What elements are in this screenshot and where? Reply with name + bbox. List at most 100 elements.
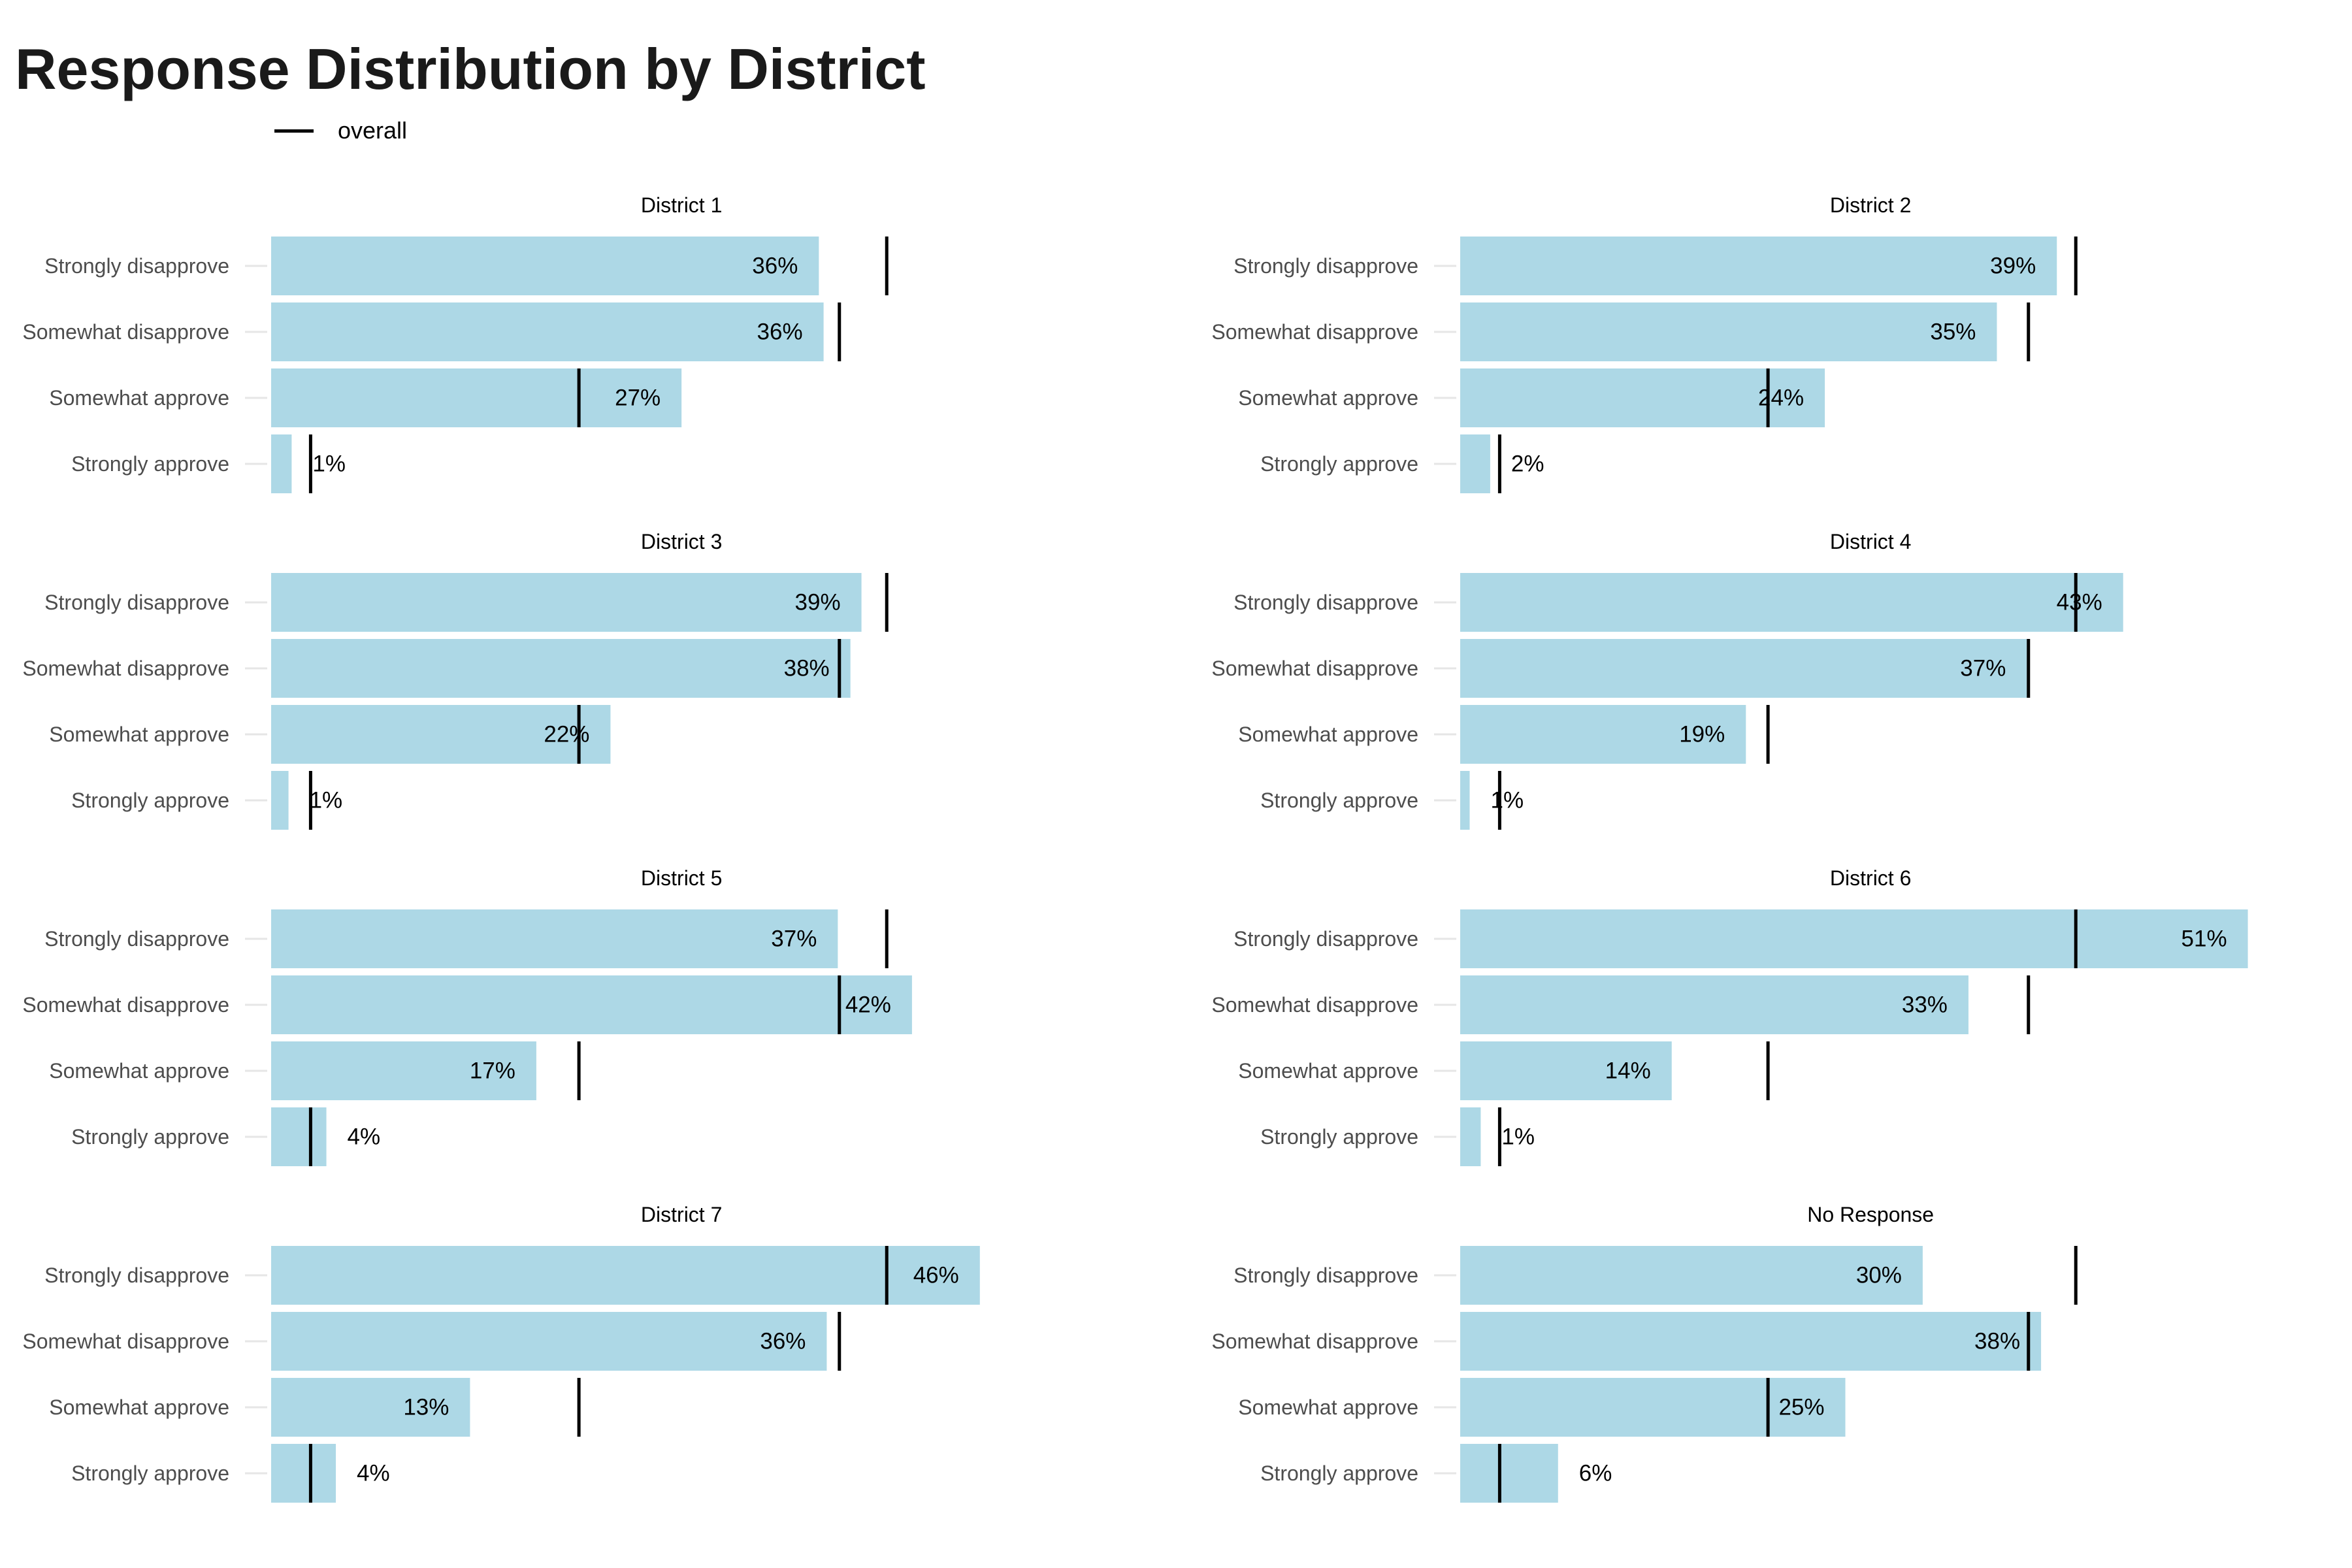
bar-strongly-disapprove <box>1460 237 2057 295</box>
value-label-strongly-disapprove: 36% <box>752 253 798 279</box>
legend: overall <box>274 112 407 149</box>
bar-strongly-disapprove <box>1460 573 2123 632</box>
category-label-somewhat-disapprove: Somewhat disapprove <box>1211 320 1418 344</box>
value-label-strongly-approve: 4% <box>357 1461 390 1486</box>
panel-no-response: No Response Strongly disapprove 30% Somewha… <box>1211 1203 2078 1503</box>
panel-district-6: District 6 Strongly disapprove 51% Somewhat… <box>1211 866 2248 1166</box>
category-label-strongly-approve: Strongly approve <box>71 1125 229 1149</box>
category-label-somewhat-approve: Somewhat approve <box>1238 723 1418 746</box>
bar-somewhat-disapprove <box>271 639 851 698</box>
bar-somewhat-disapprove <box>1460 639 2027 698</box>
bar-strongly-approve <box>1460 1444 1558 1503</box>
bar-strongly-approve <box>271 1444 336 1503</box>
bar-somewhat-disapprove <box>1460 975 1968 1034</box>
value-label-somewhat-disapprove: 33% <box>1902 992 1948 1018</box>
bar-strongly-disapprove <box>1460 1246 1923 1305</box>
value-label-somewhat-approve: 19% <box>1679 722 1725 747</box>
value-label-somewhat-disapprove: 35% <box>1930 319 1976 345</box>
category-label-somewhat-approve: Somewhat approve <box>1238 1396 1418 1419</box>
value-label-strongly-approve: 6% <box>1579 1461 1612 1486</box>
panel-title: District 3 <box>641 530 722 553</box>
bar-strongly-disapprove <box>271 573 862 632</box>
bar-strongly-disapprove <box>271 909 838 968</box>
value-label-strongly-disapprove: 39% <box>1990 253 2036 279</box>
category-label-strongly-approve: Strongly approve <box>1260 1125 1418 1149</box>
bar-somewhat-disapprove <box>271 1312 827 1371</box>
panel-district-2: District 2 Strongly disapprove 39% Somewhat… <box>1211 193 2078 493</box>
bar-strongly-approve <box>271 1107 327 1166</box>
bar-strongly-disapprove <box>271 237 819 295</box>
value-label-somewhat-disapprove: 38% <box>1974 1329 2020 1354</box>
panel-district-7: District 7 Strongly disapprove 46% Somewhat… <box>22 1203 980 1503</box>
bar-strongly-approve <box>1460 434 1490 493</box>
bar-somewhat-disapprove <box>271 302 824 361</box>
panel-district-5: District 5 Strongly disapprove 37% Somewhat… <box>22 866 912 1166</box>
category-label-somewhat-disapprove: Somewhat disapprove <box>1211 993 1418 1017</box>
bar-somewhat-approve <box>271 705 611 764</box>
value-label-strongly-approve: 4% <box>348 1124 381 1150</box>
panel-title: District 7 <box>641 1203 722 1226</box>
value-label-strongly-approve: 1% <box>310 788 343 813</box>
category-label-somewhat-approve: Somewhat approve <box>49 723 229 746</box>
category-label-strongly-approve: Strongly approve <box>1260 789 1418 812</box>
category-label-somewhat-disapprove: Somewhat disapprove <box>22 993 229 1017</box>
category-label-strongly-approve: Strongly approve <box>71 1462 229 1485</box>
panel-title: District 5 <box>641 866 722 890</box>
bar-strongly-approve <box>271 434 292 493</box>
value-label-somewhat-disapprove: 36% <box>760 1329 806 1354</box>
value-label-somewhat-approve: 13% <box>403 1395 449 1420</box>
value-label-somewhat-approve: 25% <box>1778 1395 1824 1420</box>
value-label-strongly-approve: 2% <box>1511 451 1544 477</box>
bar-strongly-disapprove <box>271 1246 980 1305</box>
bar-somewhat-approve <box>1460 705 1746 764</box>
legend-overall-label: overall <box>338 117 408 144</box>
bar-strongly-approve <box>271 771 289 830</box>
value-label-strongly-disapprove: 39% <box>795 590 841 615</box>
legend-overall-key <box>274 129 314 133</box>
category-label-somewhat-disapprove: Somewhat disapprove <box>22 320 229 344</box>
bar-somewhat-approve <box>1460 1378 1846 1437</box>
panel-title: District 6 <box>1830 866 1911 890</box>
value-label-strongly-disapprove: 43% <box>2057 590 2102 615</box>
panel-title: District 2 <box>1830 193 1911 217</box>
bar-somewhat-approve <box>271 368 682 427</box>
value-label-somewhat-approve: 24% <box>1758 385 1804 411</box>
panel-title: District 4 <box>1830 530 1911 553</box>
bar-strongly-approve <box>1460 1107 1481 1166</box>
bar-somewhat-disapprove <box>1460 1312 2042 1371</box>
panel-district-3: District 3 Strongly disapprove 39% Somewhat… <box>22 530 889 830</box>
bar-somewhat-approve <box>1460 368 1825 427</box>
bar-somewhat-disapprove <box>271 975 912 1034</box>
value-label-strongly-approve: 1% <box>1490 788 1524 813</box>
value-label-strongly-approve: 1% <box>1501 1124 1535 1150</box>
value-label-strongly-disapprove: 51% <box>2181 926 2227 952</box>
value-label-strongly-disapprove: 37% <box>771 926 817 952</box>
bar-somewhat-approve <box>271 1378 470 1437</box>
bar-strongly-approve <box>1460 771 1470 830</box>
bar-strongly-disapprove <box>1460 909 2248 968</box>
value-label-somewhat-approve: 27% <box>615 385 661 411</box>
panel-district-4: District 4 Strongly disapprove 43% Somewhat… <box>1211 530 2123 830</box>
category-label-strongly-disapprove: Strongly disapprove <box>1233 254 1418 278</box>
value-label-somewhat-approve: 17% <box>470 1058 515 1084</box>
category-label-somewhat-approve: Somewhat approve <box>1238 1059 1418 1083</box>
category-label-strongly-disapprove: Strongly disapprove <box>44 254 229 278</box>
category-label-strongly-disapprove: Strongly disapprove <box>1233 927 1418 951</box>
category-label-strongly-disapprove: Strongly disapprove <box>1233 591 1418 614</box>
category-label-somewhat-disapprove: Somewhat disapprove <box>1211 657 1418 680</box>
value-label-strongly-disapprove: 30% <box>1856 1263 1902 1288</box>
category-label-strongly-disapprove: Strongly disapprove <box>44 1264 229 1287</box>
category-label-somewhat-approve: Somewhat approve <box>49 386 229 410</box>
value-label-somewhat-disapprove: 36% <box>757 319 803 345</box>
value-label-somewhat-approve: 22% <box>544 722 589 747</box>
category-label-strongly-disapprove: Strongly disapprove <box>44 591 229 614</box>
value-label-strongly-approve: 1% <box>312 451 346 477</box>
category-label-somewhat-disapprove: Somewhat disapprove <box>1211 1330 1418 1353</box>
category-label-somewhat-approve: Somewhat approve <box>1238 386 1418 410</box>
category-label-strongly-approve: Strongly approve <box>1260 1462 1418 1485</box>
category-label-strongly-approve: Strongly approve <box>71 452 229 476</box>
category-label-somewhat-approve: Somewhat approve <box>49 1396 229 1419</box>
value-label-somewhat-disapprove: 37% <box>1960 656 2006 681</box>
value-label-somewhat-disapprove: 42% <box>845 992 891 1018</box>
